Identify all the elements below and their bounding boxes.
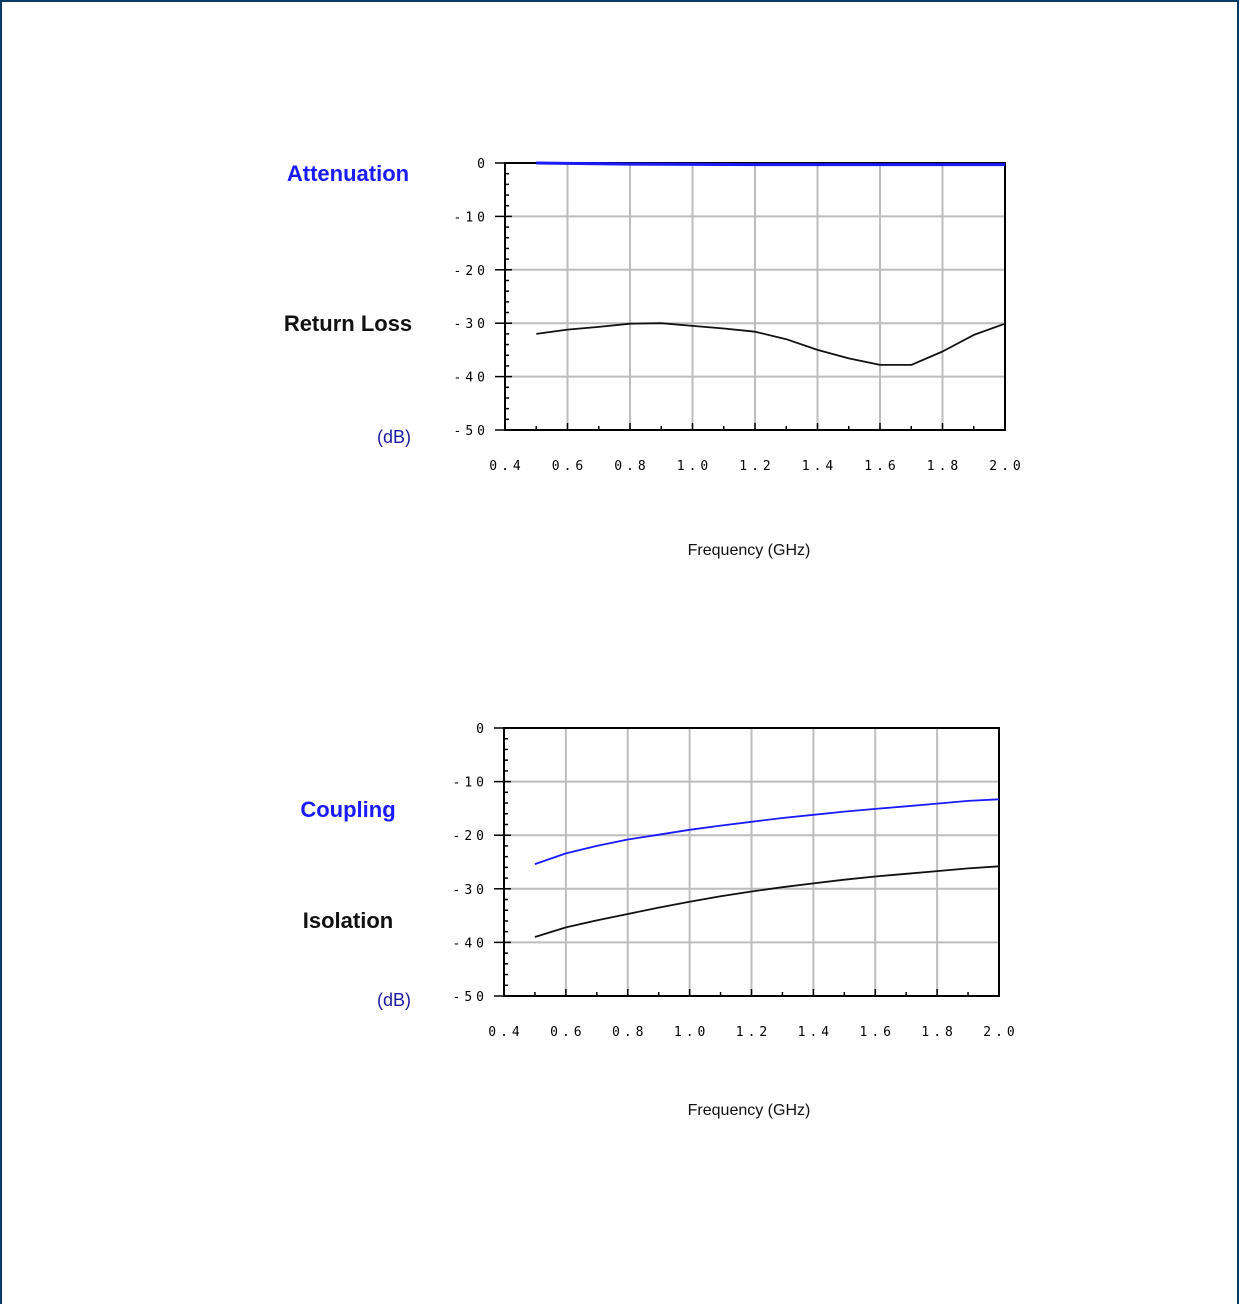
y-tick-label: -40 xyxy=(454,371,489,386)
y-tick-label: -40 xyxy=(453,936,488,951)
chart-1: 0 -10 -20 -30 -40 -50 0.4 0.6 0.8 1.0 1.2 1.4 1.6 1.8… xyxy=(284,157,1024,559)
x-tick-label: 1.6 xyxy=(860,1025,895,1040)
series-label-return-loss: Return Loss xyxy=(284,311,412,336)
series-line-attenuation xyxy=(536,161,1005,167)
y-tick-label: -30 xyxy=(454,317,489,332)
series-label-coupling: Coupling xyxy=(300,797,395,822)
y-axis-unit-label: (dB) xyxy=(377,990,411,1010)
chart-2: 0 -10 -20 -30 -40 -50 0.4 0.6 0.8 1.0 1.2 1.4 1.6 1.8… xyxy=(300,722,1018,1119)
y-tick-label: -50 xyxy=(454,424,489,439)
x-tick-label: 1.8 xyxy=(927,459,962,474)
plot-frame xyxy=(503,727,1000,997)
x-tick-label: 0.4 xyxy=(489,459,524,474)
plot-frame xyxy=(504,162,1006,431)
x-tick-label: 1.0 xyxy=(674,1025,709,1040)
x-tick-label: 1.0 xyxy=(677,459,712,474)
y-axis-unit-label: (dB) xyxy=(377,427,411,447)
x-tick-label: 0.6 xyxy=(552,459,587,474)
y-tick-label: -10 xyxy=(453,776,488,791)
y-tick-label: -20 xyxy=(453,829,488,844)
y-tick-label: 0 xyxy=(477,157,489,172)
y-tick-label: 0 xyxy=(476,722,488,737)
x-axis-label: Frequency (GHz) xyxy=(688,542,811,559)
y-tick-label: -30 xyxy=(453,883,488,898)
series-line-isolation xyxy=(534,865,1000,938)
x-tick-label: 1.2 xyxy=(739,459,774,474)
x-tick-label: 1.2 xyxy=(736,1025,771,1040)
y-tick-label: -20 xyxy=(454,264,489,279)
x-tick-label: 2.0 xyxy=(989,459,1024,474)
x-tick-label: 1.8 xyxy=(921,1025,956,1040)
y-tick-label: -50 xyxy=(453,990,488,1005)
x-tick-label: 0.8 xyxy=(612,1025,647,1040)
series-label-attenuation: Attenuation xyxy=(287,161,409,186)
x-tick-label: 0.8 xyxy=(614,459,649,474)
x-axis-label: Frequency (GHz) xyxy=(688,1102,811,1119)
series-line-coupling xyxy=(534,798,1000,865)
x-tick-label: 0.4 xyxy=(488,1025,523,1040)
y-tick-label: -10 xyxy=(454,210,489,225)
x-tick-label: 2.0 xyxy=(983,1025,1018,1040)
x-tick-label: 0.6 xyxy=(550,1025,585,1040)
series-line-return-loss xyxy=(536,322,1006,366)
x-tick-label: 1.4 xyxy=(798,1025,833,1040)
x-tick-label: 1.4 xyxy=(802,459,837,474)
series-label-isolation: Isolation xyxy=(303,908,393,933)
x-tick-label: 1.6 xyxy=(864,459,899,474)
